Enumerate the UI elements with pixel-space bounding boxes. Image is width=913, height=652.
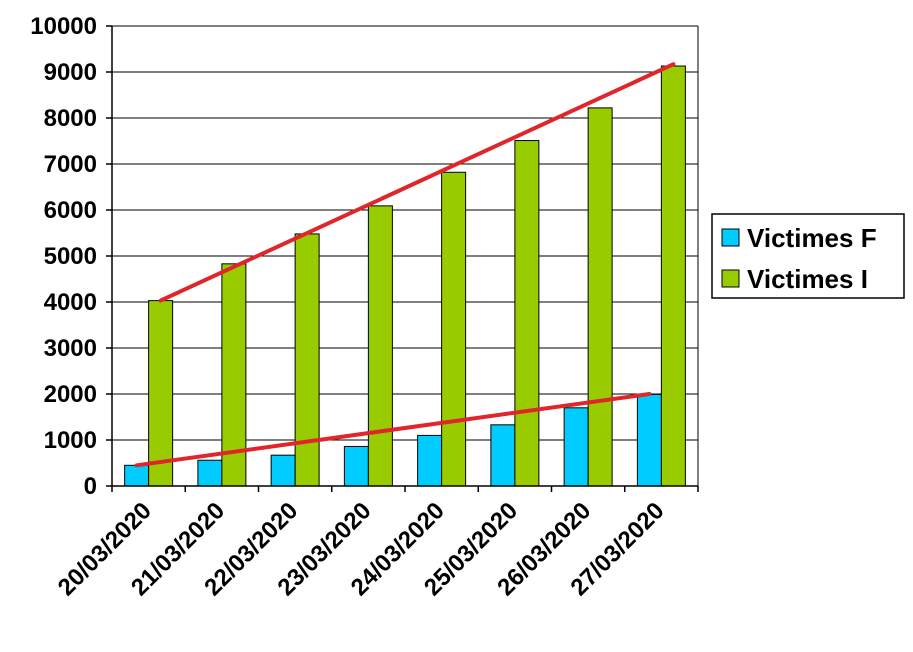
- legend-swatch-victimes-i: [721, 269, 740, 288]
- bar-victimes-f: [636, 393, 662, 487]
- bar-victimes-f: [270, 454, 296, 487]
- bar-victimes-i: [587, 107, 613, 487]
- y-tick-label: 5000: [44, 243, 97, 270]
- bar-victimes-f: [197, 459, 223, 487]
- bar-victimes-i: [367, 205, 393, 487]
- y-tick-label: 10000: [30, 13, 97, 40]
- y-tick-label: 4000: [44, 289, 97, 316]
- y-tick-label: 2000: [44, 381, 97, 408]
- y-tick-labels: 0 1000 2000 3000 4000 5000 6000 7000 8000 9000 100…: [30, 13, 97, 500]
- x-tick-labels: 20/03/202021/03/202022/03/202023/03/2020…: [53, 497, 670, 601]
- legend-swatch-victimes-f: [721, 228, 740, 247]
- bar-victimes-f: [417, 434, 443, 487]
- y-tick-label: 7000: [44, 151, 97, 178]
- trendline-victimes-f: [134, 392, 652, 468]
- bar-victimes-i: [294, 233, 320, 487]
- bar-victimes-f: [124, 464, 150, 487]
- legend: Victimes F Victimes I: [711, 213, 905, 299]
- bar-victimes-i: [514, 140, 540, 487]
- bar-victimes-i: [660, 65, 686, 487]
- y-tick-label: 8000: [44, 105, 97, 132]
- y-tick-label: 1000: [44, 427, 97, 454]
- bar-victimes-f: [490, 424, 516, 487]
- grid: [112, 25, 698, 441]
- legend-label-victimes-i: Victimes I: [747, 264, 868, 294]
- bar-victimes-f: [563, 407, 589, 487]
- y-tick-label: 3000: [44, 335, 97, 362]
- bars: [124, 65, 686, 487]
- y-tick-label: 6000: [44, 197, 97, 224]
- y-tick-label: 9000: [44, 59, 97, 86]
- bar-victimes-f: [343, 445, 369, 487]
- trendlines: [134, 62, 676, 468]
- bar-victimes-i: [148, 300, 174, 487]
- legend-box: [711, 213, 905, 299]
- bar-victimes-i: [441, 171, 467, 487]
- axes: [106, 25, 699, 492]
- y-tick-label: 0: [84, 473, 97, 500]
- trendline-victimes-i: [158, 62, 676, 303]
- legend-label-victimes-f: Victimes F: [747, 223, 877, 253]
